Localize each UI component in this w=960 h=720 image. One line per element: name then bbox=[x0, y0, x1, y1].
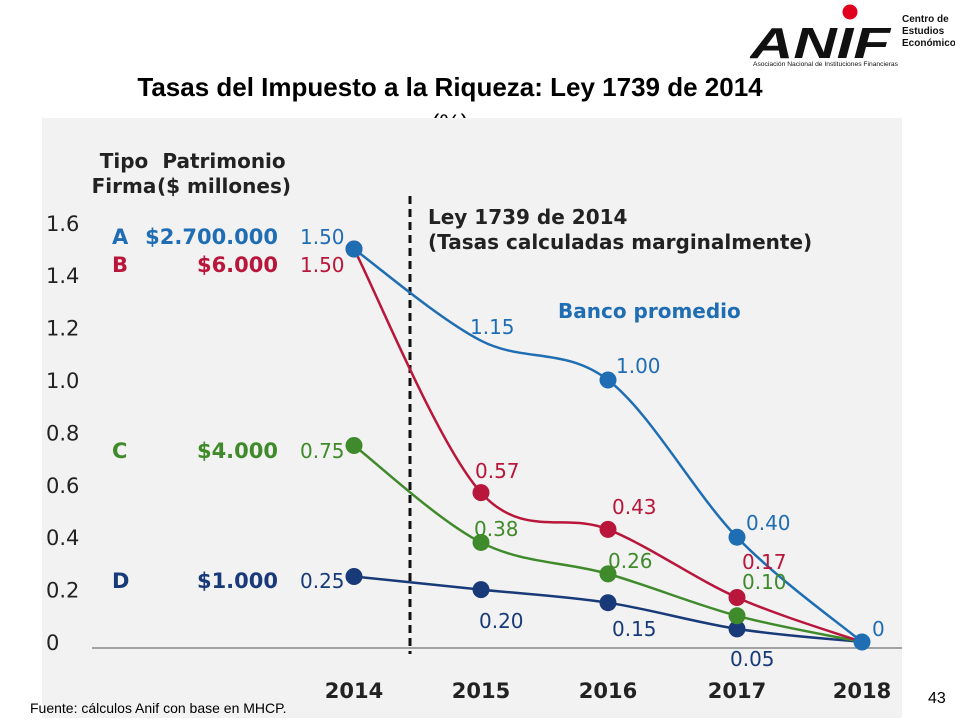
data-label-b: 0.57 bbox=[475, 459, 520, 483]
data-point-a bbox=[728, 528, 746, 546]
data-label-a: 1.50 bbox=[300, 225, 345, 249]
data-point-b bbox=[599, 520, 617, 538]
logo-wordmark: ANIF bbox=[750, 19, 892, 68]
logo-red-dot bbox=[842, 4, 858, 20]
x-tick-label: 2015 bbox=[452, 679, 510, 703]
header-patrimonio-line1: Patrimonio bbox=[162, 149, 285, 173]
row-patrimonio-b: $6.000 bbox=[197, 253, 278, 277]
annotation-line2: (Tasas calculadas marginalmente) bbox=[428, 230, 812, 254]
series-label-banco-promedio: Banco promedio bbox=[558, 299, 741, 323]
data-point-c bbox=[599, 565, 617, 583]
chart-panel: Tipo Firma Patrimonio ($ millones) Ley 1… bbox=[42, 118, 902, 718]
data-point-b bbox=[472, 484, 490, 502]
header-patrimonio-line2: ($ millones) bbox=[157, 174, 291, 198]
data-point-d bbox=[472, 581, 490, 599]
data-label-c: 0.26 bbox=[608, 549, 653, 573]
source-note: Fuente: cálculos Anif con base en MHCP. bbox=[30, 700, 287, 716]
y-tick-label: 1.0 bbox=[46, 369, 79, 393]
row-patrimonio-a: $2.700.000 bbox=[145, 225, 278, 249]
row-type-d: D bbox=[112, 569, 129, 593]
data-label-a: 0.40 bbox=[746, 511, 791, 535]
x-tick-label: 2017 bbox=[708, 679, 766, 703]
anif-logo: ANIF Centro de Estudios Económicos Asoci… bbox=[750, 4, 955, 68]
y-tick-label: 1.2 bbox=[46, 317, 79, 341]
data-label-d: 0.20 bbox=[479, 609, 524, 633]
data-point-a bbox=[345, 240, 363, 258]
data-label-a: 0 bbox=[872, 617, 885, 641]
x-tick-label: 2018 bbox=[833, 679, 891, 703]
data-label-c: 0.75 bbox=[300, 439, 345, 463]
data-point-a bbox=[853, 633, 871, 651]
annotation-line1: Ley 1739 de 2014 bbox=[428, 205, 627, 229]
data-label-c: 0.38 bbox=[474, 517, 519, 541]
data-point-c bbox=[345, 437, 363, 454]
row-type-c: C bbox=[112, 439, 127, 463]
data-point-c bbox=[472, 533, 490, 551]
row-patrimonio-d: $1.000 bbox=[197, 569, 278, 593]
data-label-d: 0.05 bbox=[730, 647, 775, 671]
chart-title: Tasas del Impuesto a la Riqueza: Ley 173… bbox=[137, 72, 763, 102]
data-label-b: 0.43 bbox=[612, 495, 657, 519]
x-tick-label: 2014 bbox=[325, 679, 383, 703]
logo-side-text-2: Estudios bbox=[902, 26, 945, 37]
x-tick-label: 2016 bbox=[579, 679, 637, 703]
data-label-d: 0.25 bbox=[300, 569, 345, 593]
logo-tagline: Asociación Nacional de Instituciones Fin… bbox=[753, 62, 898, 68]
y-tick-label: 0.2 bbox=[46, 579, 79, 603]
page-number: 43 bbox=[928, 690, 946, 707]
row-type-a: A bbox=[112, 225, 129, 249]
y-tick-label: 0.6 bbox=[46, 474, 79, 498]
y-tick-label: 0 bbox=[46, 631, 59, 655]
data-label-a: 1.15 bbox=[470, 315, 515, 339]
data-label-c: 0.10 bbox=[742, 570, 787, 594]
y-tick-label: 0.4 bbox=[46, 526, 79, 550]
data-label-d: 0.15 bbox=[612, 617, 657, 641]
y-tick-label: 1.4 bbox=[46, 264, 79, 288]
chart-background bbox=[42, 118, 902, 718]
header-tipo-line2: Firma bbox=[92, 174, 157, 198]
series-line-b bbox=[352, 248, 863, 644]
data-point-b bbox=[728, 588, 746, 606]
logo-side-text-1: Centro de bbox=[902, 14, 949, 25]
data-point-d bbox=[599, 594, 617, 612]
data-point-a bbox=[599, 371, 617, 389]
data-point-d bbox=[345, 568, 363, 585]
data-point-c bbox=[728, 607, 746, 625]
header-tipo-line1: Tipo bbox=[100, 149, 149, 173]
data-point-d bbox=[728, 620, 746, 638]
row-patrimonio-c: $4.000 bbox=[197, 439, 278, 463]
row-type-b: B bbox=[112, 253, 128, 277]
y-tick-label: 1.6 bbox=[46, 212, 79, 236]
logo-side-text-3: Económicos bbox=[902, 38, 955, 49]
data-label-b: 0.17 bbox=[742, 550, 787, 574]
y-tick-label: 0.8 bbox=[46, 421, 79, 445]
data-label-b: 1.50 bbox=[300, 253, 345, 277]
data-label-a: 1.00 bbox=[616, 354, 661, 378]
